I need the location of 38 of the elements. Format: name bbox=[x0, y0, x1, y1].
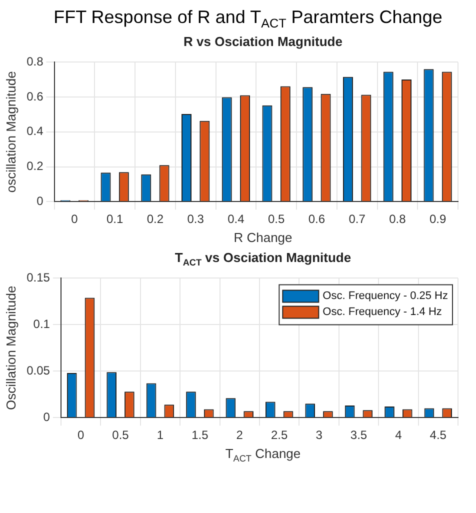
x-axis-title: T$_{ACT}$ Change bbox=[224, 446, 302, 466]
y-axis-title: Oscillation Magnitude bbox=[3, 286, 18, 410]
x-tick-label: 1 bbox=[156, 428, 164, 442]
x-tick-label: 0.9 bbox=[429, 212, 446, 226]
y-tick-label: 0.15 bbox=[26, 270, 50, 285]
chart-title: T$_{ACT}$ vs Osciation Magnitude bbox=[174, 250, 352, 268]
x-tick-label: 2.5 bbox=[270, 428, 288, 442]
x-tick-label: 4.5 bbox=[430, 428, 447, 442]
y-tick-label: 0 bbox=[43, 410, 50, 424]
x-tick-label: 3 bbox=[316, 428, 323, 442]
x-tick-label: 0.7 bbox=[348, 212, 366, 226]
legend-label: Osc. Frequency - 1.4 Hz bbox=[322, 306, 442, 318]
chart-title: R vs Osciation Magnitude bbox=[182, 34, 344, 51]
x-tick-label: 4 bbox=[395, 428, 402, 442]
x-tick-label: 2 bbox=[236, 428, 244, 442]
x-tick-label: 0.8 bbox=[389, 212, 406, 226]
x-tick-label: 0 bbox=[71, 212, 78, 226]
y-tick-label: 0.1 bbox=[33, 316, 50, 331]
x-tick-label: 0.5 bbox=[268, 212, 285, 226]
y-tick-label: 0.05 bbox=[26, 363, 50, 378]
x-tick-label: 0.2 bbox=[146, 212, 164, 226]
y-tick-label: 0.4 bbox=[26, 124, 44, 138]
y-tick-label: 0.8 bbox=[26, 54, 44, 69]
y-tick-label: 0.2 bbox=[26, 159, 44, 174]
x-tick-label: 0.3 bbox=[187, 212, 204, 226]
legend-label: Osc. Frequency - 0.25 Hz bbox=[322, 290, 448, 302]
y-axis-title: oscillation Magnitude bbox=[3, 71, 18, 193]
x-tick-label: 0.6 bbox=[308, 212, 326, 226]
text: FFT Response of R and T$_{ACT}$ Paramters Change bbox=[52, 6, 444, 33]
x-tick-label: 0 bbox=[77, 428, 84, 442]
x-tick-label: 1.5 bbox=[192, 428, 209, 442]
x-tick-label: 0.5 bbox=[112, 428, 130, 442]
y-tick-label: 0 bbox=[36, 194, 44, 208]
x-tick-label: 0.4 bbox=[228, 212, 245, 226]
x-tick-label: 3.5 bbox=[350, 428, 368, 442]
x-axis-title: R Change bbox=[232, 230, 294, 247]
x-tick-label: 0.1 bbox=[106, 212, 124, 226]
y-tick-label: 0.6 bbox=[26, 89, 44, 104]
